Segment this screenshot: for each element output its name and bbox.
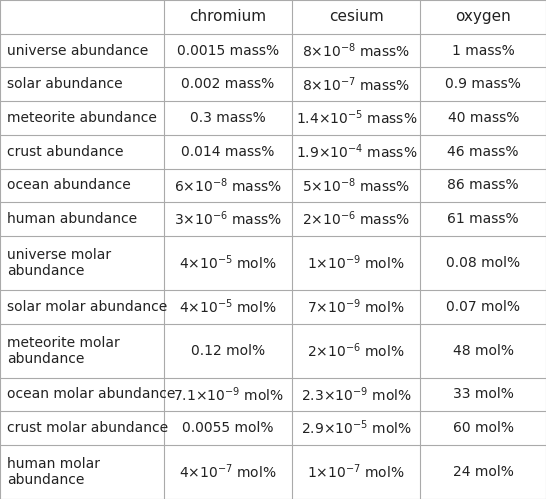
Text: chromium: chromium [189,9,266,24]
Text: meteorite molar
abundance: meteorite molar abundance [7,335,120,366]
Text: 86 mass%: 86 mass% [447,179,519,193]
Text: solar abundance: solar abundance [7,77,123,91]
Text: 2×10$^{-6}$ mass%: 2×10$^{-6}$ mass% [302,210,411,229]
Text: 0.014 mass%: 0.014 mass% [181,145,275,159]
Text: universe abundance: universe abundance [7,43,149,57]
Text: 6×10$^{-8}$ mass%: 6×10$^{-8}$ mass% [174,176,282,195]
Text: 0.12 mol%: 0.12 mol% [191,344,265,358]
Text: 1 mass%: 1 mass% [452,43,514,57]
Text: 40 mass%: 40 mass% [448,111,519,125]
Text: 0.08 mol%: 0.08 mol% [446,256,520,270]
Text: ocean molar abundance: ocean molar abundance [7,388,175,402]
Text: 2.9×10$^{-5}$ mol%: 2.9×10$^{-5}$ mol% [301,419,412,438]
Text: 46 mass%: 46 mass% [448,145,519,159]
Text: 0.3 mass%: 0.3 mass% [190,111,266,125]
Text: 7×10$^{-9}$ mol%: 7×10$^{-9}$ mol% [307,297,405,316]
Text: 4×10$^{-5}$ mol%: 4×10$^{-5}$ mol% [179,253,277,272]
Text: 1.4×10$^{-5}$ mass%: 1.4×10$^{-5}$ mass% [295,109,417,127]
Text: 1×10$^{-9}$ mol%: 1×10$^{-9}$ mol% [307,253,405,272]
Text: 8×10$^{-7}$ mass%: 8×10$^{-7}$ mass% [302,75,411,94]
Text: 60 mol%: 60 mol% [453,421,514,435]
Text: 33 mol%: 33 mol% [453,388,514,402]
Text: 0.002 mass%: 0.002 mass% [181,77,275,91]
Text: human abundance: human abundance [7,212,137,226]
Text: 0.0055 mol%: 0.0055 mol% [182,421,274,435]
Text: crust molar abundance: crust molar abundance [7,421,168,435]
Text: cesium: cesium [329,9,384,24]
Text: 8×10$^{-8}$ mass%: 8×10$^{-8}$ mass% [302,41,411,60]
Text: 1.9×10$^{-4}$ mass%: 1.9×10$^{-4}$ mass% [295,142,417,161]
Text: 2.3×10$^{-9}$ mol%: 2.3×10$^{-9}$ mol% [301,385,412,404]
Text: 4×10$^{-5}$ mol%: 4×10$^{-5}$ mol% [179,297,277,316]
Text: universe molar
abundance: universe molar abundance [7,248,111,278]
Text: ocean abundance: ocean abundance [7,179,131,193]
Text: 7.1×10$^{-9}$ mol%: 7.1×10$^{-9}$ mol% [173,385,283,404]
Text: crust abundance: crust abundance [7,145,123,159]
Text: 5×10$^{-8}$ mass%: 5×10$^{-8}$ mass% [302,176,411,195]
Text: 61 mass%: 61 mass% [447,212,519,226]
Text: meteorite abundance: meteorite abundance [7,111,157,125]
Text: 48 mol%: 48 mol% [453,344,514,358]
Text: human molar
abundance: human molar abundance [7,457,100,487]
Text: 0.0015 mass%: 0.0015 mass% [177,43,279,57]
Text: oxygen: oxygen [455,9,511,24]
Text: 0.9 mass%: 0.9 mass% [446,77,521,91]
Text: solar molar abundance: solar molar abundance [7,300,167,314]
Text: 0.07 mol%: 0.07 mol% [446,300,520,314]
Text: 24 mol%: 24 mol% [453,465,514,479]
Text: 2×10$^{-6}$ mol%: 2×10$^{-6}$ mol% [307,341,405,360]
Text: 4×10$^{-7}$ mol%: 4×10$^{-7}$ mol% [179,463,277,482]
Text: 1×10$^{-7}$ mol%: 1×10$^{-7}$ mol% [307,463,405,482]
Text: 3×10$^{-6}$ mass%: 3×10$^{-6}$ mass% [174,210,282,229]
